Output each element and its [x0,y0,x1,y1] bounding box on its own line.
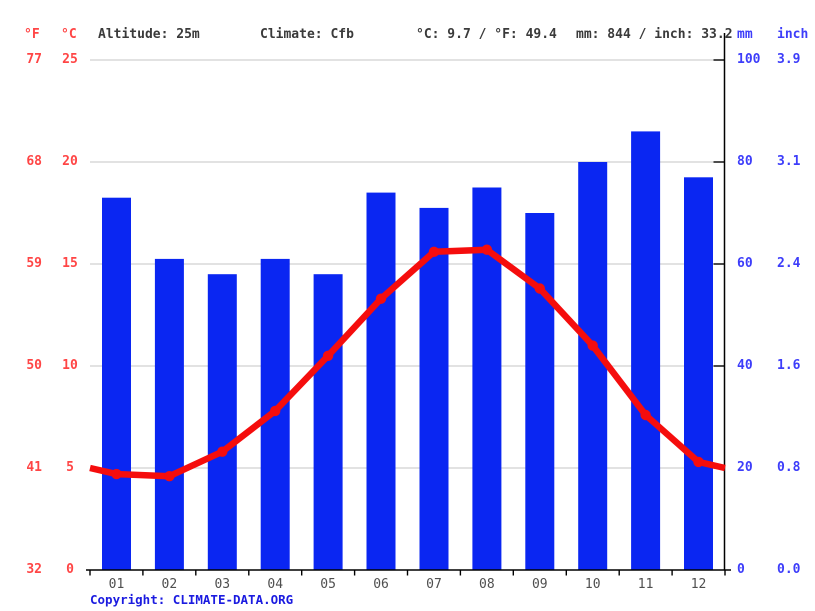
month-label: 03 [214,577,231,592]
left-axis-c-label: 25 [62,52,78,67]
precip-bar [684,177,713,571]
temperature-marker [270,405,281,417]
precip-bar [313,274,343,570]
temperature-marker [481,244,493,255]
right-axis-mm-label: 20 [737,460,753,475]
right-axis-inch-label: 3.1 [777,154,801,169]
right-axis-mm-label: 60 [737,256,753,271]
left-axis-f-label: 59 [26,256,42,271]
month-label: 12 [690,577,707,592]
month-label: 08 [479,577,495,592]
precip-bar [578,162,608,570]
right-axis-mm-label: 80 [737,154,753,169]
left-axis-f-label: 68 [26,154,42,169]
month-label: 02 [161,577,178,592]
right-axis-inch-label: 0.0 [777,562,801,577]
left-axis-c-label: 0 [66,562,74,577]
temperature-marker [640,409,651,421]
month-label: 09 [531,577,548,592]
right-axis-mm-label: 100 [737,52,761,67]
month-label: 10 [584,577,601,592]
right-axis-inch-label: 1.6 [777,358,801,373]
month-label: 04 [267,577,284,592]
temperature-marker [322,350,334,361]
right-axis-mm-label: 0 [737,562,745,577]
month-label: 06 [373,577,389,592]
header-climate-class: Climate: Cfb [260,27,354,42]
precip-bar [207,274,237,570]
temperature-marker [164,471,175,482]
copyright-label: Copyright: [90,592,173,607]
temperature-marker [375,293,387,304]
right-axis-inch-label: 3.9 [777,52,801,67]
precip-bar [631,131,661,570]
month-label: 07 [426,577,442,592]
left-axis-f-label: 50 [26,358,42,373]
precip-bar [419,207,449,570]
header-precip-total: mm: 844 / inch: 33.2 [576,27,733,42]
temperature-line [89,246,726,480]
temperature-marker [428,246,440,257]
right-axis-inch-label: 0.8 [777,460,801,475]
left-axis-f-label: 32 [26,562,42,577]
header-altitude: Altitude: 25m [98,27,200,42]
precip-bar [102,197,131,570]
month-label: 11 [637,577,654,592]
precip-bar [154,258,184,570]
month-label: 05 [320,577,336,592]
header-mm-label: mm [737,27,753,42]
temperature-marker [587,340,598,351]
month-label: 01 [108,577,125,592]
temperature-marker [217,446,228,457]
right-axis-mm-label: 40 [737,358,753,373]
precip-bar [525,213,555,570]
left-axis-f-label: 77 [26,52,42,67]
temperature-marker [534,283,545,294]
precip-bar [366,192,396,570]
header-celsius-label: °C [61,27,77,42]
left-axis-c-label: 5 [66,460,74,475]
left-axis-c-label: 20 [62,154,78,169]
copyright: Copyright: CLIMATE-DATA.ORG [90,592,293,607]
header-inch-label: inch [777,27,809,42]
left-axis-c-label: 15 [62,256,78,271]
header-fahrenheit-label: °F [24,27,40,42]
right-axis-inch-label: 2.4 [777,256,801,271]
left-axis-c-label: 10 [62,358,78,373]
header-avg-temperature: °C: 9.7 / °F: 49.4 [416,27,557,42]
temperature-marker [111,468,122,480]
climate-data-link[interactable]: CLIMATE-DATA.ORG [172,592,294,607]
left-axis-f-label: 41 [26,460,42,475]
temperature-marker [693,456,704,468]
